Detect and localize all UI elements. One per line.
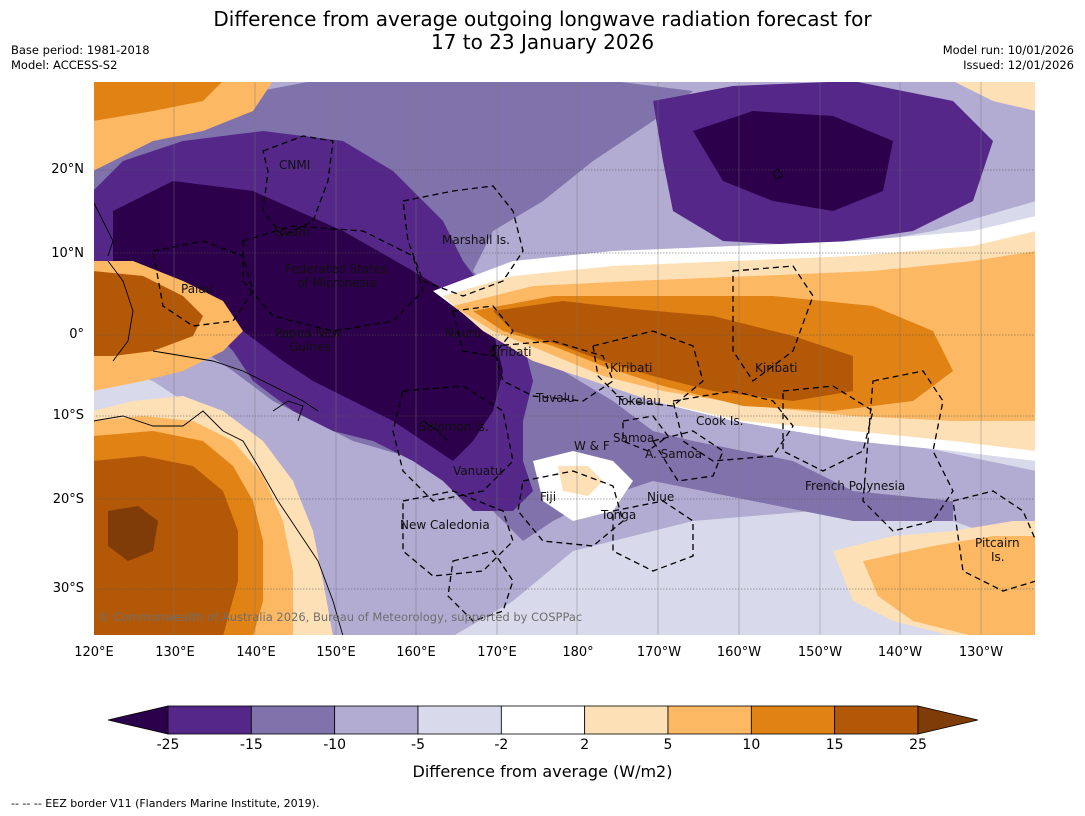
colorbar-segment — [334, 705, 419, 735]
label-guam: Guam — [274, 225, 310, 239]
label-pitcairn-2: Is. — [991, 550, 1005, 564]
map-panel: CNMI Guam Marshall Is. Federated States … — [93, 81, 1036, 636]
colorbar-label: Difference from average (W/m2) — [412, 762, 673, 781]
colorbar-segment — [667, 705, 752, 735]
lon-label-170e: 170°E — [477, 645, 517, 660]
lon-label-170w: 170°W — [636, 645, 682, 660]
colorbar-segment — [584, 705, 669, 735]
lon-label-150w: 150°W — [797, 645, 843, 660]
copyright-notice: © Commonwealth of Australia 2026, Bureau… — [98, 610, 582, 624]
contour-b35806 — [493, 301, 853, 401]
lat-label-20s: 20°S — [52, 492, 84, 507]
colorbar-segment — [500, 705, 586, 735]
lon-label-160e: 160°E — [396, 645, 436, 660]
title-line-1: Difference from average outgoing longwav… — [213, 7, 872, 31]
label-nauru: Nauru — [445, 326, 481, 340]
label-tuvalu: Tuvalu — [535, 391, 575, 405]
base-period: Base period: 1981-2018 — [11, 43, 150, 57]
model-name: Model: ACCESS-S2 — [11, 58, 118, 72]
lon-label-140e: 140°E — [236, 645, 276, 660]
meta-left: Base period: 1981-2018 Model: ACCESS-S2 — [11, 43, 150, 73]
label-png-1: Papua New — [275, 326, 342, 340]
contour-nw-e08214 — [93, 81, 223, 121]
lat-label-10n: 10°N — [51, 246, 84, 261]
footer-note: -- -- -- EEZ border V11 (Flanders Marine… — [11, 797, 320, 810]
colorbar — [108, 705, 978, 735]
contour-fiji-fee0b6 — [558, 466, 603, 496]
chart-title: Difference from average outgoing longwav… — [0, 8, 1085, 54]
lon-label-180: 180° — [562, 645, 594, 660]
eez-borders — [152, 135, 1036, 622]
colorbar-tick-label: 25 — [909, 737, 927, 753]
label-kiribati-w: Kiribati — [489, 345, 531, 359]
contour-north-2d004b — [693, 111, 893, 211]
lon-label-150e: 150°E — [316, 645, 356, 660]
label-samoa: Samoa — [613, 431, 654, 445]
colorbar-tick-label: -5 — [411, 737, 425, 753]
title-line-2: 17 to 23 January 2026 — [430, 30, 655, 54]
colorbar-extend-high — [917, 705, 978, 735]
colorbar-segment — [750, 705, 836, 735]
label-palau: Palau — [181, 282, 213, 296]
contour-ne-fee0b6 — [953, 81, 1036, 111]
label-cook: Cook Is. — [696, 414, 743, 428]
label-kiribati-e: Kiribati — [755, 361, 797, 375]
meridians — [173, 81, 982, 636]
label-png-2: Guinea — [289, 340, 332, 354]
label-new-caledonia: New Caledonia — [400, 518, 490, 532]
colorbar-tick-label: 5 — [663, 737, 673, 753]
lon-label-130w: 130°W — [958, 645, 1004, 660]
gridlines — [93, 169, 1036, 590]
lat-label-30s: 30°S — [52, 581, 84, 596]
label-fiji: Fiji — [540, 490, 556, 504]
lon-label-130e: 130°E — [155, 645, 195, 660]
label-cnmi: CNMI — [279, 158, 310, 172]
lon-label-140w: 140°W — [877, 645, 923, 660]
meta-right: Model run: 10/01/2026 Issued: 12/01/2026 — [943, 43, 1074, 73]
colorbar-segments — [108, 705, 978, 735]
label-kiribati-c: Kiribati — [610, 361, 652, 375]
lat-label-0: 0° — [69, 327, 84, 342]
colorbar-extend-low — [108, 705, 169, 735]
map-frame — [93, 81, 1036, 636]
colorbar-tick-label: -25 — [156, 737, 180, 753]
colorbar-tick-label: -15 — [239, 737, 263, 753]
colorbar-tick-label: -10 — [323, 737, 347, 753]
coastlines — [93, 168, 784, 636]
label-fsm-1: Federated States — [285, 262, 387, 276]
label-vanuatu: Vanuatu — [453, 464, 503, 478]
contour-se-fdb863 — [863, 536, 1036, 636]
lat-label-20n: 20°N — [51, 162, 84, 177]
colorbar-tick-label: 10 — [742, 737, 761, 753]
label-niue: Niue — [647, 490, 674, 504]
label-fsm-2: of Micronesia — [297, 276, 377, 290]
label-french-polynesia: French Polynesia — [805, 479, 905, 493]
colorbar-tick-label: -2 — [494, 737, 509, 753]
contour-aus-7f3b08 — [108, 506, 158, 561]
lon-label-120e: 120°E — [74, 645, 114, 660]
label-asamoa: A. Samoa — [645, 447, 702, 461]
label-tonga: Tonga — [600, 508, 636, 522]
forecast-map: CNMI Guam Marshall Is. Federated States … — [93, 81, 1036, 636]
colorbar-segment — [417, 705, 502, 735]
label-solomon: Solomon Is. — [419, 420, 489, 434]
model-run: Model run: 10/01/2026 — [942, 43, 1074, 57]
label-tokelau: Tokelau — [615, 394, 661, 408]
colorbar-segment — [834, 705, 919, 735]
label-wf: W & F — [574, 439, 610, 453]
contour-aus-b35806 — [93, 456, 238, 636]
colorbar-segment — [250, 705, 336, 735]
colorbar-tick-label: 15 — [825, 737, 844, 753]
label-pitcairn-1: Pitcairn — [975, 536, 1020, 550]
label-marshall: Marshall Is. — [442, 233, 510, 247]
lon-label-160w: 160°W — [716, 645, 762, 660]
colorbar-segment — [167, 705, 252, 735]
lat-label-10s: 10°S — [52, 408, 84, 423]
colorbar-tick-label: 2 — [580, 737, 590, 753]
issued-date: Issued: 12/01/2026 — [963, 58, 1074, 72]
